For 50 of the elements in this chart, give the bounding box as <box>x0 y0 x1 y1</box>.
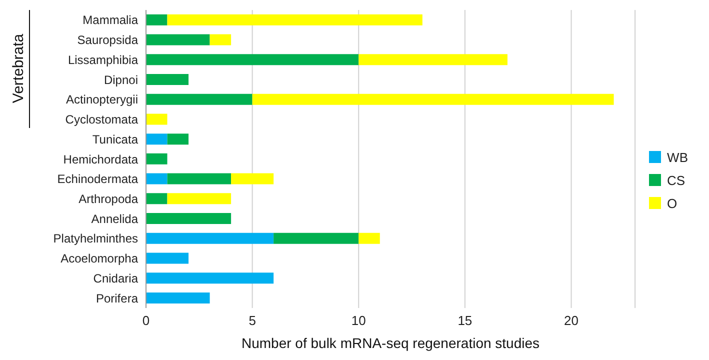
bar <box>252 94 614 105</box>
text: Vertebrata <box>10 33 28 103</box>
y-tick-label: Porifera <box>96 291 138 306</box>
bar <box>146 14 168 26</box>
bar <box>146 94 252 105</box>
bar <box>167 134 189 145</box>
bar <box>358 232 380 244</box>
legend-label: O <box>667 196 678 210</box>
bar <box>146 74 189 85</box>
bar <box>146 134 168 145</box>
bar <box>146 173 168 184</box>
y-tick-label: Echinodermata <box>57 172 138 186</box>
x-tick-label: 20 <box>564 313 578 328</box>
bar <box>274 232 359 244</box>
y-tick-label: Annelida <box>91 212 138 226</box>
bar <box>358 54 508 66</box>
y-tick-label: Cyclostomata <box>65 112 138 127</box>
y-tick-label: Mammalia <box>82 13 138 28</box>
x-tick-label: 5 <box>248 313 256 328</box>
y-tick-label: Hemichordata <box>63 152 138 166</box>
bar <box>167 193 232 204</box>
x-tick-label: 0 <box>142 313 150 328</box>
bar <box>146 153 168 164</box>
y-tick-label: Platyhelminthes <box>53 232 138 246</box>
bar <box>167 173 232 184</box>
bar <box>146 232 274 244</box>
x-axis-title: Number of bulk mRNA-seq regeneration studies <box>242 335 540 351</box>
bar <box>146 54 359 66</box>
legend-label: CS <box>667 172 686 188</box>
legend-label: WB <box>667 150 688 164</box>
bar <box>231 173 274 184</box>
x-tick-label: 15 <box>458 313 472 328</box>
y-tick-label: Acoelomorpha <box>60 252 138 266</box>
y-tick-label: Actinopterygii <box>66 92 138 107</box>
bar <box>146 252 189 264</box>
bar <box>146 193 168 204</box>
bar <box>146 272 274 284</box>
y-tick-label: Tunicata <box>92 132 138 146</box>
bar <box>210 34 232 46</box>
bar <box>146 114 168 125</box>
x-tick-label: 10 <box>351 313 366 328</box>
y-tick-label: Sauropsida <box>77 33 138 48</box>
bar <box>146 213 232 224</box>
y-tick-label: Lissamphibia <box>68 52 138 67</box>
bar <box>146 292 210 304</box>
bar <box>146 34 210 46</box>
y-tick-label: Dipnoi <box>104 72 138 87</box>
y-tick-label: Cnidaria <box>93 271 138 286</box>
bar <box>167 14 422 26</box>
y-tick-label: Arthropoda <box>78 192 138 206</box>
